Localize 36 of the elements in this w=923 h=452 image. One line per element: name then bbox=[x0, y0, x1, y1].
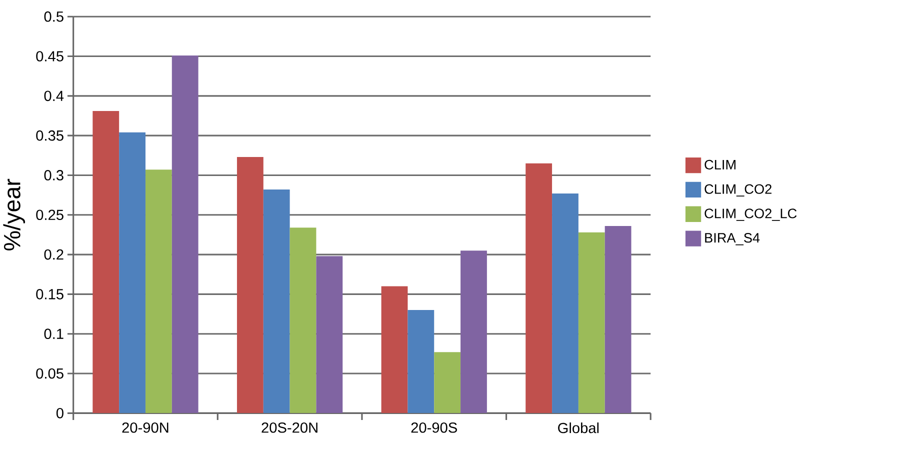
bar bbox=[434, 352, 461, 414]
bar bbox=[236, 156, 264, 414]
bar bbox=[290, 227, 316, 414]
bar bbox=[145, 170, 172, 414]
y-tick-label: 0 bbox=[56, 408, 64, 418]
y-axis-title: %/year bbox=[3, 178, 26, 250]
x-tick-label: Global bbox=[558, 422, 599, 434]
x-tick-label: 20-90S bbox=[411, 422, 457, 433]
y-tick-label: 0.05 bbox=[36, 368, 64, 379]
y-tick-label: 0.1 bbox=[44, 328, 64, 339]
bar bbox=[381, 286, 408, 414]
bar bbox=[604, 226, 632, 414]
y-tick-label: 0.3 bbox=[44, 170, 64, 180]
legend-label: CLIM bbox=[704, 160, 736, 170]
legend-label: CLIM_CO2_LC bbox=[704, 208, 797, 221]
legend-label: CLIM_CO2 bbox=[704, 184, 772, 196]
y-tick-label: 0.25 bbox=[36, 210, 64, 220]
bar bbox=[552, 193, 578, 414]
bar bbox=[316, 256, 343, 414]
x-tick-label: 20-90N bbox=[122, 422, 168, 433]
y-tick-label: 0.45 bbox=[36, 50, 64, 62]
bar bbox=[172, 55, 198, 414]
y-tick-label: 0.5 bbox=[44, 11, 64, 22]
y-tick-label: 0.35 bbox=[36, 130, 64, 141]
bar bbox=[119, 132, 146, 414]
legend-label: BIRA_S4 bbox=[705, 232, 760, 246]
y-tick-label: 0.15 bbox=[36, 288, 64, 300]
y-tick-label: 0.2 bbox=[44, 249, 64, 260]
bar bbox=[578, 232, 605, 414]
bar bbox=[92, 110, 120, 414]
bar bbox=[408, 310, 434, 414]
x-tick-label: 20S-20N bbox=[262, 422, 318, 433]
bar bbox=[526, 163, 552, 414]
bar bbox=[263, 189, 290, 414]
bar bbox=[460, 250, 487, 414]
y-tick-label: 0.4 bbox=[44, 90, 64, 101]
